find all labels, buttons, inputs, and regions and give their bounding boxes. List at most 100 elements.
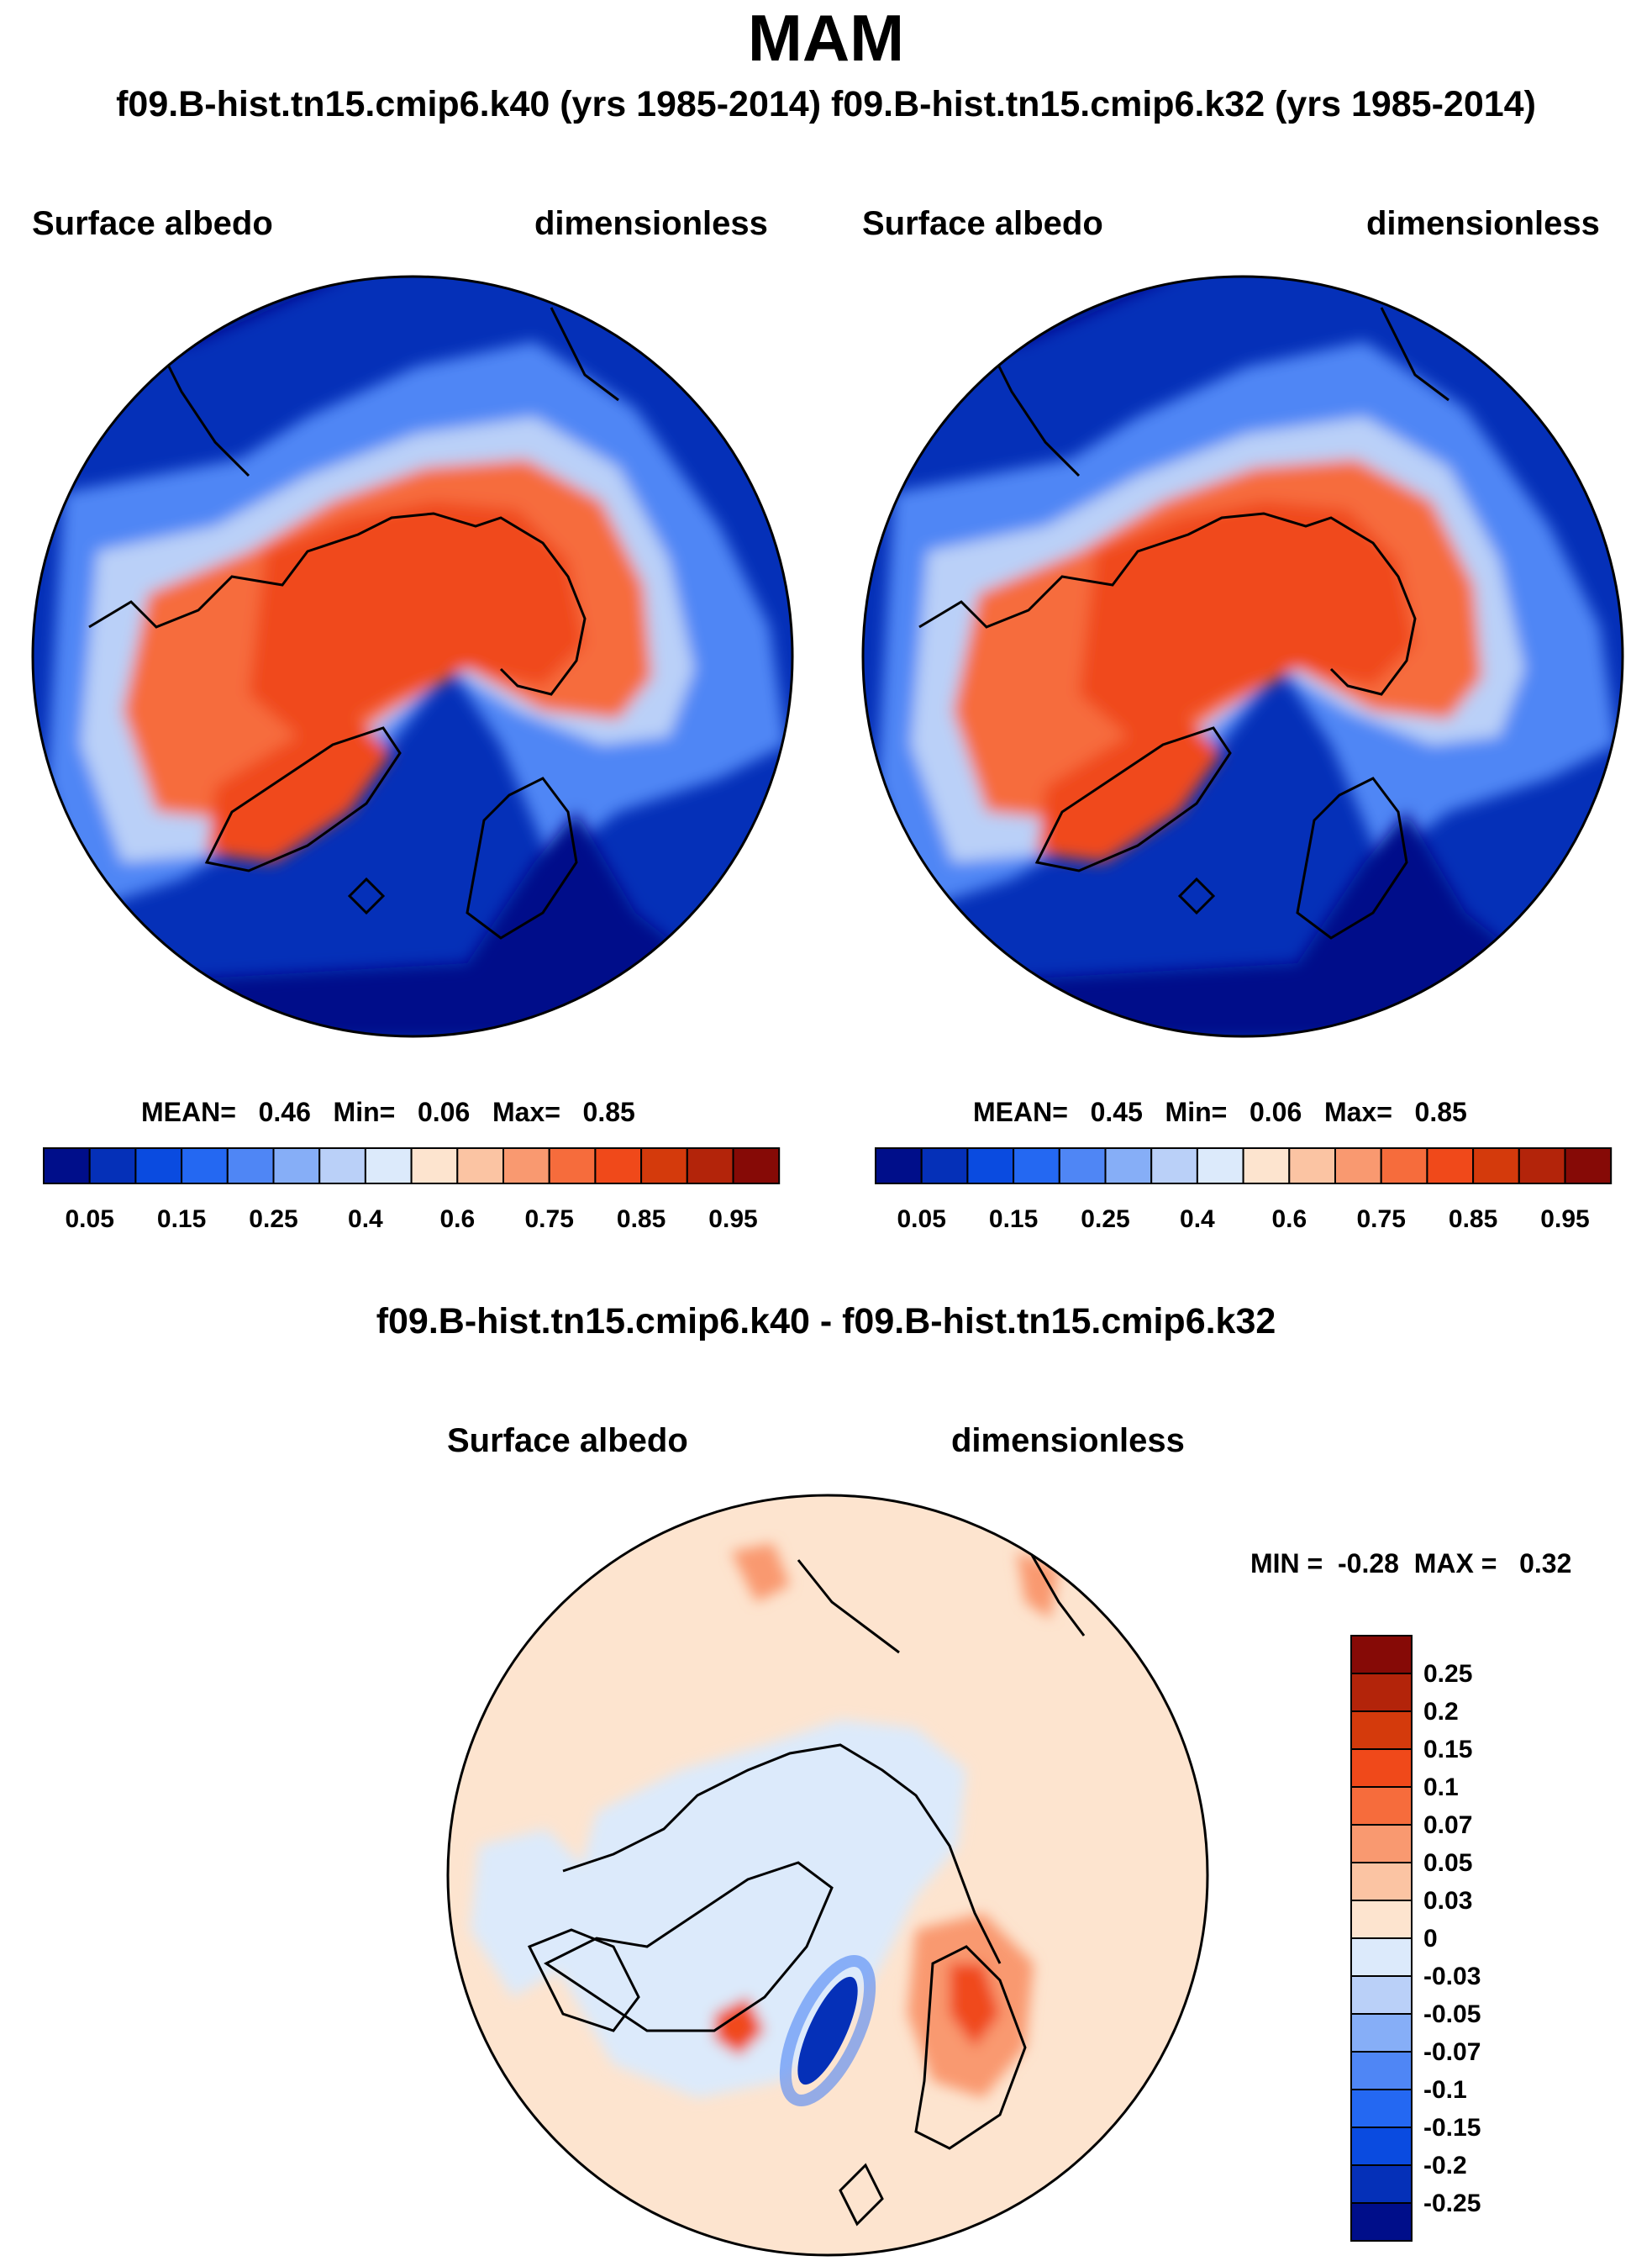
colorbar-swatch (1350, 1786, 1413, 1826)
colorbar-tick-label: 0.15 (157, 1205, 206, 1233)
colorbar-tick-label: 0.25 (1423, 1660, 1472, 1688)
diff-negative-anomaly-core (797, 1976, 858, 2085)
colorbar-swatch (1350, 1635, 1413, 1674)
colorbar-swatch (640, 1147, 688, 1184)
colorbar-tick-label: -0.15 (1423, 2114, 1481, 2142)
map2-north-atlantic (863, 812, 1623, 1036)
diff-arctic-negative (555, 1720, 966, 2098)
panel1-mean-value: 0.46 (258, 1097, 311, 1127)
panel1-min-label: Min= (333, 1097, 396, 1127)
colorbar-swatch (1350, 1824, 1413, 1863)
colorbar-swatch (1058, 1147, 1107, 1184)
colorbar-swatch (875, 1147, 923, 1184)
map-panel-2 (861, 275, 1624, 1038)
difference-title: f09.B-hist.tn15.cmip6.k40 - f09.B-hist.t… (376, 1301, 1276, 1341)
map2-coast-siberia-east (1380, 307, 1449, 402)
colorbar-tick-label: 0.05 (1423, 1849, 1472, 1877)
colorbar-swatch (272, 1147, 321, 1184)
colorbar-swatch (456, 1147, 504, 1184)
colorbar-swatch (43, 1147, 91, 1184)
diff-max-label: MAX = (1413, 1548, 1497, 1578)
colorbar-swatch (1013, 1147, 1060, 1184)
subtitle-right: f09.B-hist.tn15.cmip6.k32 (yrs 1985-2014… (830, 84, 1536, 124)
diff-negative-anomaly-halo (779, 1955, 876, 2106)
colorbar-swatch (1380, 1147, 1428, 1184)
colorbar-tick-label: 0.2 (1423, 1698, 1459, 1726)
panel2-mean-label: MEAN= (973, 1097, 1068, 1127)
diff-variable: Surface albedo (447, 1422, 688, 1459)
map1-coast-iceland (347, 877, 386, 915)
panel1-units: dimensionless (534, 205, 768, 242)
panel1-max-label: Max= (492, 1097, 560, 1127)
colorbar-swatch (1334, 1147, 1382, 1184)
colorbar-swatch (732, 1147, 781, 1184)
colorbar-swatch (181, 1147, 229, 1184)
colorbar-swatch (226, 1147, 275, 1184)
map2-coast-greenland (1034, 726, 1232, 872)
panel2-min-label: Min= (1165, 1097, 1228, 1127)
colorbar-tick-label: 0.1 (1423, 1773, 1459, 1801)
colorbar-tick-label: 0.15 (1423, 1736, 1472, 1763)
colorbar-swatch (502, 1147, 550, 1184)
colorbar-swatch (1196, 1147, 1244, 1184)
map2-coast-arctic (918, 512, 1417, 696)
colorbar-tick-label: 0 (1423, 1925, 1438, 1953)
panel1-mean-label: MEAN= (141, 1097, 236, 1127)
diff-iceland-positive (714, 1997, 765, 2056)
colorbar-difference: 0.25 0.2 0.15 0.1 0.07 0.05 0.03 0 -0.03 -0.05 -0.… (1350, 1635, 1481, 2242)
map1-arctic-sea-ice (249, 501, 585, 745)
panel2-stats: MEAN= 0.45 Min= 0.06 Max= 0.85 (973, 1097, 1467, 1128)
map2-coastlines (918, 307, 1449, 940)
colorbar-swatch (1350, 2164, 1413, 2204)
colorbar-swatch (1350, 2202, 1413, 2242)
map1-coast-scandinavia (466, 777, 578, 940)
colorbar-tick-label: 0.05 (66, 1205, 114, 1233)
colorbar-swatch (1150, 1147, 1198, 1184)
colorbar-swatch (1350, 1937, 1413, 1977)
colorbar-swatch (364, 1147, 413, 1184)
diff-coast-british-isles (839, 2163, 884, 2227)
colorbar-tick-label: -0.05 (1423, 2000, 1481, 2028)
panel2-units: dimensionless (1366, 205, 1600, 242)
colorbar-swatch (1288, 1147, 1336, 1184)
map2-coast-scandinavia (1296, 777, 1408, 940)
colorbar-swatch (1350, 2089, 1413, 2128)
colorbar-tick-label: -0.2 (1423, 2152, 1467, 2179)
panel1-max-value: 0.85 (582, 1097, 635, 1127)
diff-siberia-positive (731, 1543, 790, 1602)
colorbar-tick-label: 0.85 (1449, 1205, 1497, 1233)
map2-greenland (1037, 711, 1222, 862)
colorbar-tick-label: 0.4 (348, 1205, 383, 1233)
colorbar-swatch (686, 1147, 734, 1184)
map1-coast-arctic (88, 512, 587, 696)
colorbar-swatch (1350, 2127, 1413, 2166)
map-panel-difference (446, 1494, 1209, 2257)
colorbar-tick-label: 0.95 (1540, 1205, 1589, 1233)
diff-map-boundary (446, 1494, 1209, 2257)
colorbar-tick-label: 0.6 (439, 1205, 475, 1233)
panel1-variable: Surface albedo (32, 205, 273, 242)
diff-coast-arctic (562, 1743, 1002, 1964)
colorbar-tick-label: 0.25 (1081, 1205, 1129, 1233)
diff-coastlines (527, 1542, 1086, 2227)
colorbar-tick-label: -0.07 (1423, 2038, 1481, 2066)
colorbar-swatch (318, 1147, 366, 1184)
colorbar-swatch (1350, 1862, 1413, 1901)
colorbar-swatch (1350, 2013, 1413, 2053)
diff-scandinavia-peak (950, 1963, 1000, 2048)
map2-boundary (861, 275, 1624, 1038)
colorbar-tick-label: 0.25 (249, 1205, 297, 1233)
colorbar-swatch (1242, 1147, 1291, 1184)
colorbar-swatch (1472, 1147, 1520, 1184)
colorbar-swatch (1350, 1975, 1413, 2015)
map1-coast-siberia-east (550, 307, 619, 402)
map2-coast-iceland (1177, 877, 1216, 915)
colorbar-swatch (88, 1147, 137, 1184)
diff-coast-chukotka (1023, 1542, 1086, 1636)
colorbar-tick-label: 0.03 (1423, 1887, 1472, 1915)
figure-title: MAM (747, 1, 905, 75)
diff-max-value: 0.32 (1519, 1548, 1572, 1578)
panel1-min-value: 0.06 (417, 1097, 471, 1127)
diff-units: dimensionless (951, 1422, 1185, 1459)
colorbar-swatch (1518, 1147, 1566, 1184)
